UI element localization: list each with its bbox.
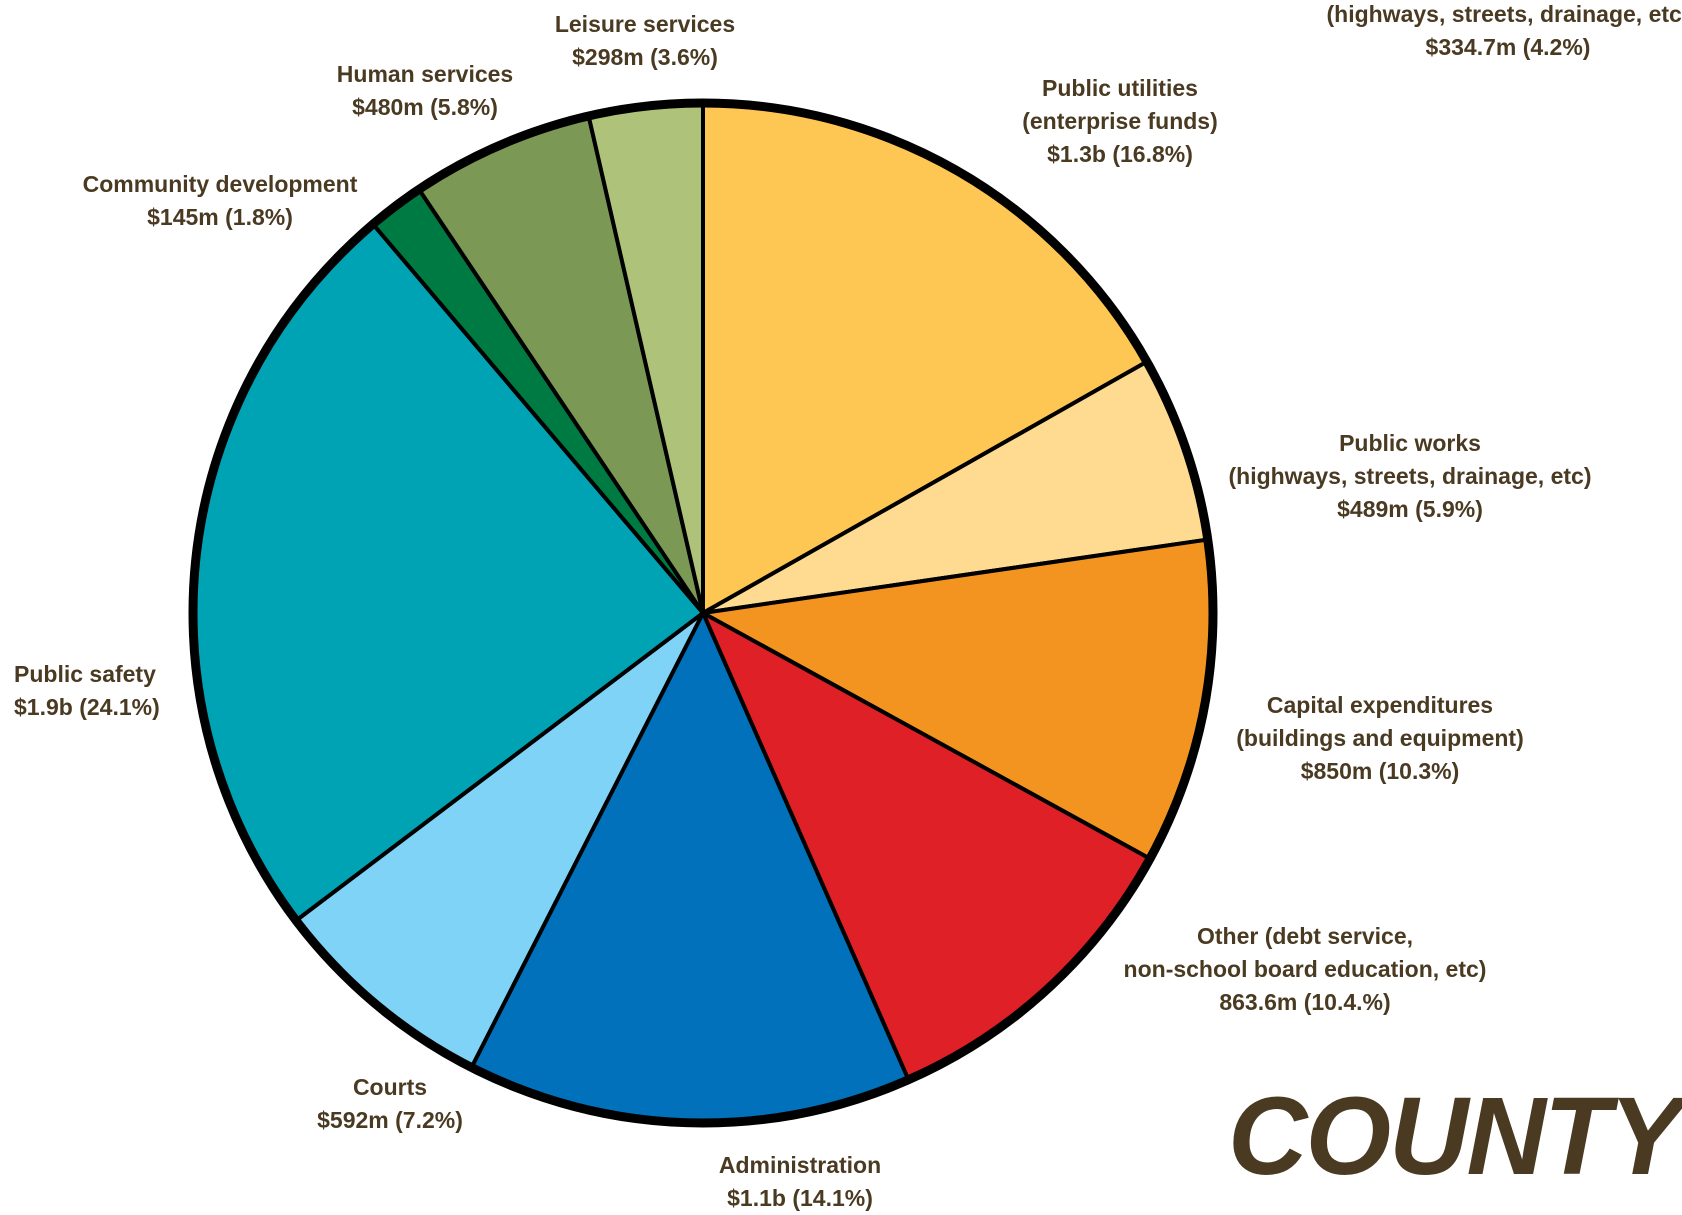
- label-capital-expenditures: Capital expenditures (buildings and equi…: [1236, 692, 1524, 784]
- pie-outline: [188, 98, 1218, 1128]
- label-courts: Courts $592m (7.2%): [317, 1074, 463, 1133]
- label-administration: Administration $1.1b (14.1%): [718, 1152, 882, 1211]
- label-extra-public-works: (highways, streets, drainage, etc) $334.…: [1326, 1, 1682, 60]
- label-public-safety: Public safety $1.9b (24.1%): [14, 661, 160, 720]
- chart-title: COUNTY: [1228, 1075, 1682, 1198]
- label-community-development: Community development $145m (1.8%): [82, 171, 358, 230]
- label-public-utilities: Public utilities (enterprise funds) $1.3…: [1022, 75, 1218, 167]
- label-other: Other (debt service, non-school board ed…: [1123, 923, 1487, 1015]
- label-public-works: Public works (highways, streets, drainag…: [1228, 430, 1592, 522]
- label-leisure-services: Leisure services $298m (3.6%): [554, 11, 736, 70]
- label-human-services: Human services $480m (5.8%): [336, 61, 514, 120]
